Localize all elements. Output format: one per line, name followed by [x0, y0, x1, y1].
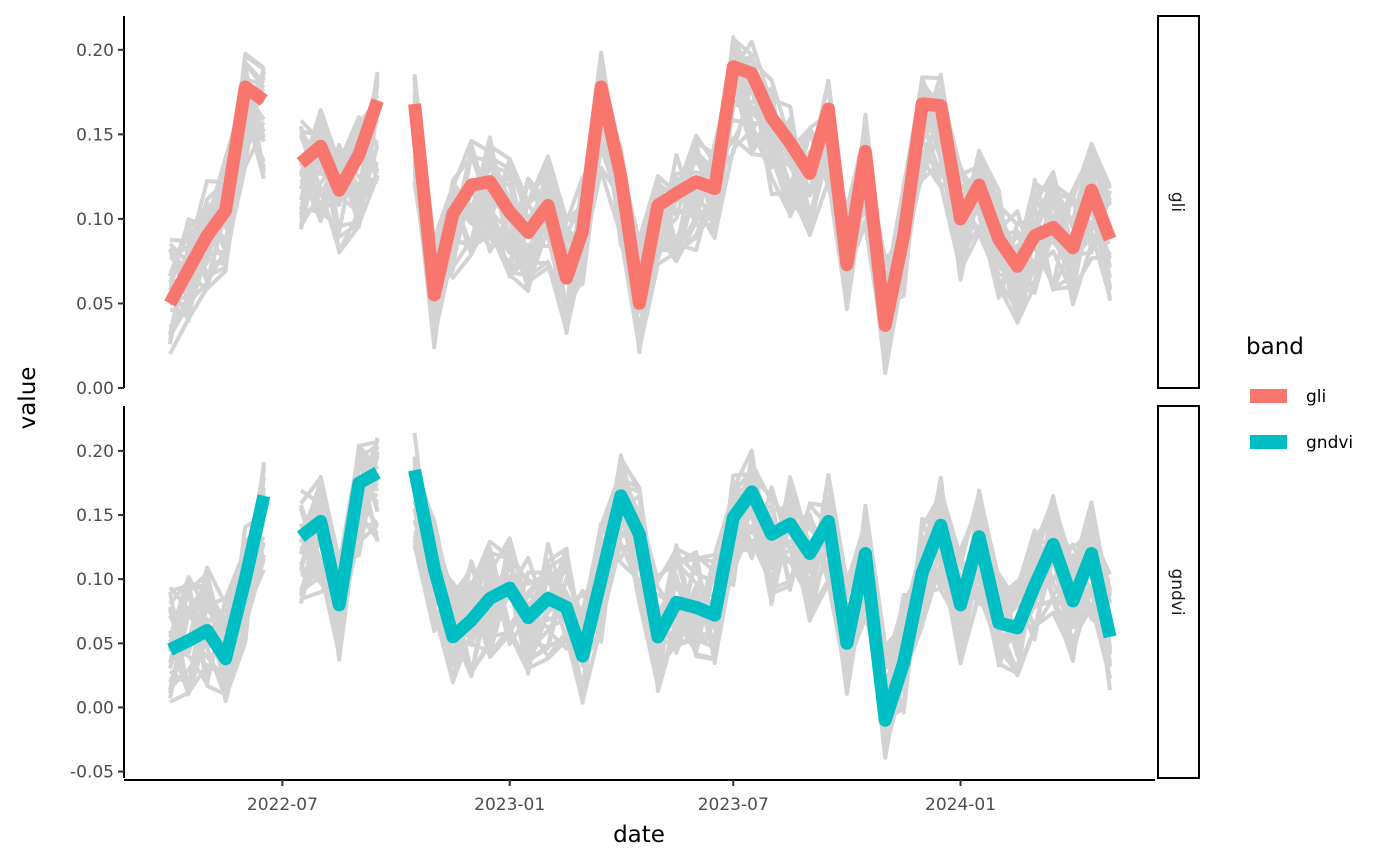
y-tick-label: 0.05	[76, 294, 114, 314]
strip-box-gndvi	[1157, 405, 1200, 779]
background-series-line	[168, 496, 266, 687]
y-tick-label: 0.10	[76, 210, 114, 230]
background-series-line	[168, 94, 266, 355]
series-line-gli	[296, 98, 384, 197]
series-line-gli	[164, 80, 268, 307]
legend-label-gli: gli	[1306, 387, 1326, 407]
background-series-line	[298, 450, 380, 592]
background-series-line	[168, 67, 266, 267]
y-tick-label: 0.15	[76, 125, 114, 145]
panel-gndvi: -0.05 0.00 0.05 0.10 0.15 0.20 gndvi	[70, 405, 1200, 783]
legend-key-gli	[1250, 389, 1287, 403]
strip-label-gndvi: gndvi	[1167, 568, 1187, 615]
strip-gli: gli	[1157, 15, 1200, 389]
y-tick-label: -0.05	[70, 763, 114, 783]
x-tick-label: 2023-07	[698, 795, 769, 815]
highlight-line-gndvi	[167, 467, 1117, 727]
background-series-line	[412, 466, 1112, 676]
y-tick-label: 0.20	[76, 442, 114, 462]
legend-title: band	[1246, 334, 1304, 360]
y-axis-title: value	[15, 367, 41, 430]
background-series-line	[168, 120, 266, 279]
y-tick-label: 0.15	[76, 506, 114, 526]
y-tick-label: 0.10	[76, 570, 114, 590]
series-line-gli	[408, 60, 1117, 332]
x-tick-label: 2023-01	[474, 795, 545, 815]
x-tick-label: 2024-01	[925, 795, 996, 815]
series-line-gndvi	[296, 467, 381, 612]
strip-gndvi: gndvi	[1157, 405, 1200, 779]
x-axis: 2022-07 2023-01 2023-07 2024-01	[124, 779, 1155, 815]
y-axis-gndvi: -0.05 0.00 0.05 0.10 0.15 0.20	[70, 406, 125, 783]
strip-label-gli: gli	[1167, 192, 1187, 212]
x-axis-title: date	[613, 822, 665, 848]
panel-gli: 0.00 0.05 0.10 0.15 0.20 gli	[76, 15, 1200, 399]
y-tick-label: 0.20	[76, 41, 114, 61]
y-tick-label: 0.00	[76, 698, 114, 718]
series-line-gndvi	[408, 468, 1117, 727]
x-tick-label: 2022-07	[247, 795, 318, 815]
background-series-line	[168, 77, 265, 338]
strip-box-gli	[1157, 15, 1200, 389]
legend-label-gndvi: gndvi	[1306, 433, 1353, 453]
highlight-line-gli	[164, 60, 1117, 332]
series-line-gndvi	[167, 494, 271, 666]
y-axis-gli: 0.00 0.05 0.10 0.15 0.20	[76, 16, 125, 399]
y-tick-label: 0.05	[76, 634, 114, 654]
legend: band gli gndvi	[1246, 334, 1353, 453]
legend-key-gndvi	[1250, 435, 1287, 449]
y-tick-label: 0.00	[76, 379, 114, 399]
